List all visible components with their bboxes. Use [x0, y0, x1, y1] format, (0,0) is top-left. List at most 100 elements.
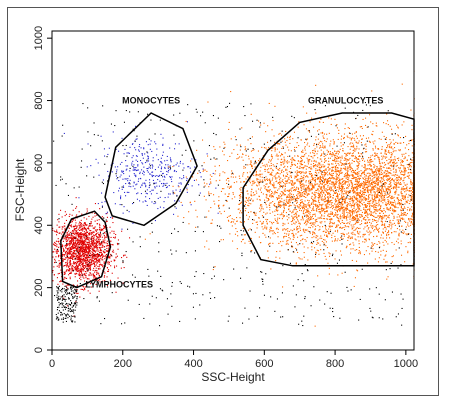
granulocytes-point	[410, 159, 412, 161]
lymphocytes-point	[106, 233, 108, 235]
lymphocytes-point	[85, 230, 87, 232]
granulocytes-point	[361, 138, 363, 140]
lymphocytes-point	[88, 266, 90, 268]
granulocytes-point	[309, 227, 311, 229]
lymphocytes-point	[87, 268, 89, 270]
granulocytes-point	[338, 150, 340, 152]
granulocytes-point	[298, 190, 300, 192]
lymphocytes-point	[99, 224, 101, 226]
granulocytes-point	[346, 163, 348, 165]
monocytes-point	[180, 182, 182, 184]
granulocytes-point	[353, 144, 355, 146]
lymphocytes-point	[75, 247, 77, 249]
granulocytes-point	[334, 240, 336, 242]
lymphocytes-point	[83, 246, 85, 248]
lymphocytes-point	[92, 260, 94, 262]
granulocytes-point	[393, 211, 395, 213]
granulocytes-point	[411, 218, 413, 220]
granulocytes-point	[379, 167, 381, 169]
lymphocytes-point	[86, 238, 88, 240]
lymphocytes-point	[86, 210, 88, 212]
granulocytes-point	[334, 203, 336, 205]
lymphocytes-point	[95, 244, 97, 246]
granulocytes-point	[409, 189, 411, 191]
granulocytes-point	[376, 178, 378, 180]
monocytes-point	[114, 166, 116, 168]
granulocytes-point	[320, 132, 322, 134]
lymphocytes-point	[69, 247, 71, 249]
granulocytes-point	[270, 202, 272, 204]
lymphocytes-point	[101, 257, 103, 259]
lymphocytes-point	[85, 229, 87, 231]
lymphocytes-point	[71, 214, 73, 216]
lymphocytes-point	[104, 246, 106, 248]
granulocytes-point	[389, 224, 391, 226]
lymphocytes-point	[95, 230, 97, 232]
lymphocytes-point	[77, 239, 79, 241]
lymphocytes-point	[123, 254, 125, 256]
granulocytes-point	[350, 211, 352, 213]
granulocytes-point	[331, 170, 333, 172]
granulocytes-point	[279, 197, 281, 199]
granulocytes-point	[247, 176, 249, 178]
lymphocytes-point	[85, 224, 87, 226]
granulocytes-point	[312, 231, 314, 233]
lymphocytes-point	[99, 236, 101, 238]
monocytes-point	[142, 163, 144, 165]
granulocytes-point	[315, 252, 317, 254]
monocytes-point	[141, 185, 143, 187]
lymphocytes-point	[71, 253, 73, 255]
granulocytes-point	[380, 182, 382, 184]
granulocytes-point	[338, 156, 340, 158]
granulocytes-point	[276, 227, 278, 229]
monocytes-point	[169, 176, 171, 178]
lymphocytes-point	[113, 232, 115, 234]
granulocytes-point	[410, 166, 412, 168]
granulocytes-point	[314, 171, 316, 173]
lymphocytes-point	[65, 270, 67, 272]
lymphocytes-point	[100, 264, 102, 266]
lymphocytes-point	[67, 237, 69, 239]
lymphocytes-point	[72, 255, 74, 257]
lymphocytes-point	[67, 284, 69, 286]
granulocytes-point	[362, 118, 364, 120]
granulocytes-point	[280, 191, 282, 193]
granulocytes-point	[412, 200, 414, 202]
lymphocytes-point	[89, 267, 91, 269]
granulocytes-point	[261, 223, 263, 225]
granulocytes-point	[232, 193, 234, 195]
lymphocytes-point	[67, 239, 69, 241]
lymphocytes-point	[69, 260, 71, 262]
lymphocytes-point	[72, 258, 74, 260]
monocytes-point	[175, 189, 177, 191]
granulocytes-point	[342, 185, 344, 187]
granulocytes-point	[316, 249, 318, 251]
lymphocytes-point	[98, 279, 100, 281]
granulocytes-point	[298, 214, 300, 216]
lymphocytes-point	[65, 257, 67, 259]
lymphocytes-point	[86, 264, 88, 266]
granulocytes-point	[219, 179, 221, 181]
monocytes-point	[166, 159, 168, 161]
granulocytes-point	[183, 217, 185, 219]
granulocytes-point	[255, 171, 257, 173]
lymphocytes-point	[80, 249, 82, 251]
granulocytes-point	[386, 156, 388, 158]
granulocytes-point	[358, 152, 360, 154]
lymphocytes-point	[80, 248, 82, 250]
granulocytes-point	[345, 247, 347, 249]
lymphocytes-point	[88, 239, 90, 241]
granulocytes-point	[401, 153, 403, 155]
granulocytes-point	[343, 233, 345, 235]
granulocytes-point	[339, 210, 341, 212]
granulocytes-point	[291, 187, 293, 189]
granulocytes-point	[400, 177, 402, 179]
lymphocytes-point	[58, 246, 60, 248]
granulocytes-point	[258, 120, 260, 122]
monocytes-point	[162, 185, 164, 187]
granulocytes-point	[308, 161, 310, 163]
granulocytes-point	[400, 217, 402, 219]
granulocytes-point	[376, 168, 378, 170]
granulocytes-point	[287, 230, 289, 232]
granulocytes-point	[246, 190, 248, 192]
